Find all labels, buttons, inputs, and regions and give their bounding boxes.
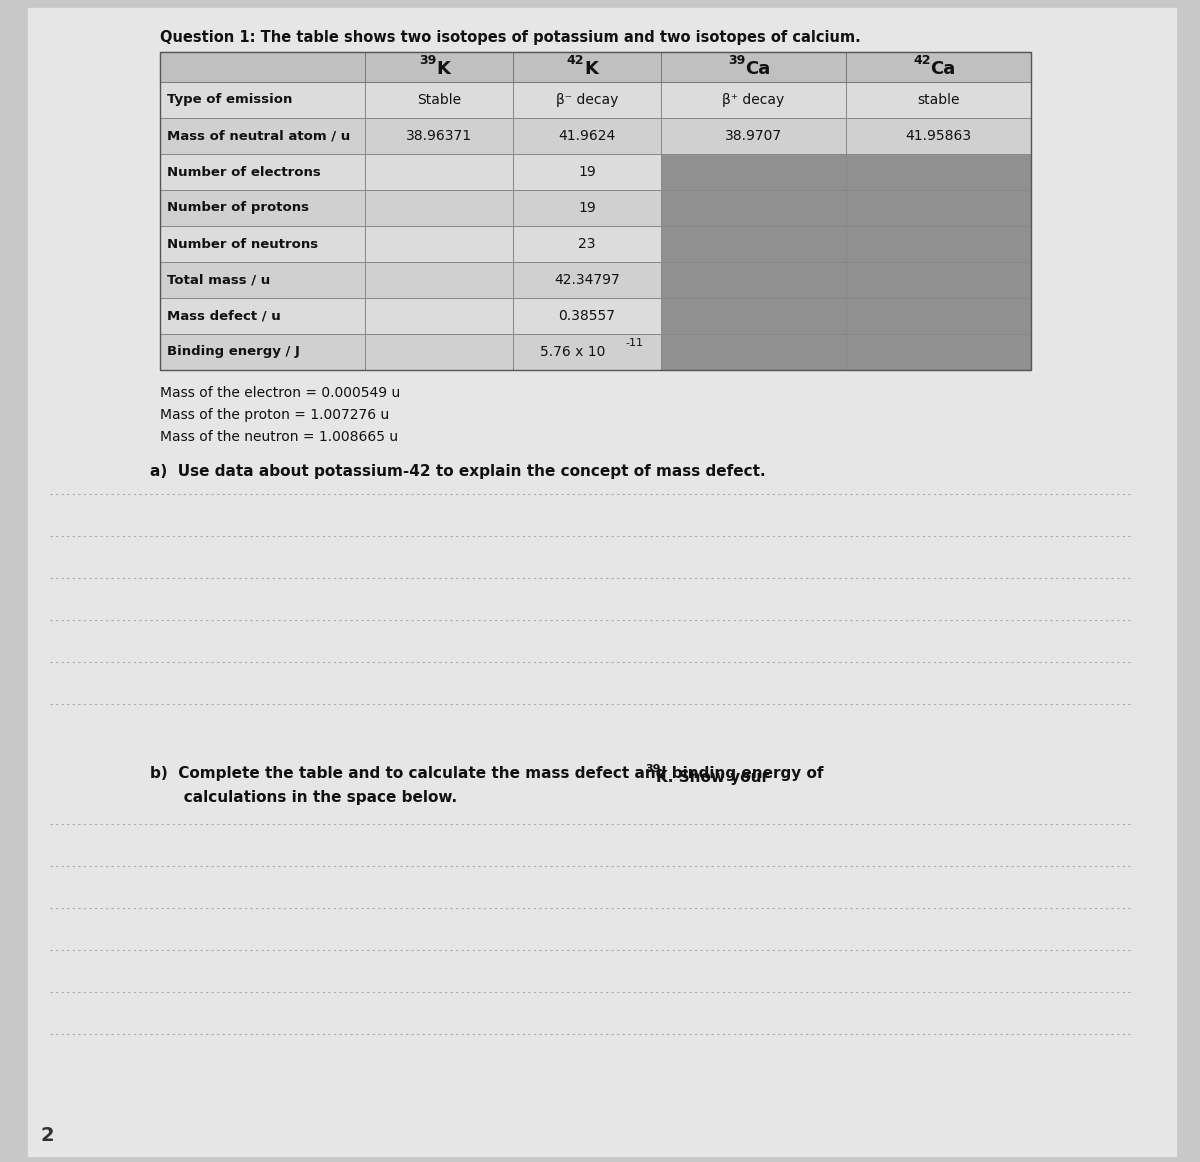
Bar (514, 191, 661, 225)
Bar (661, 297, 846, 333)
Bar (514, 297, 661, 333)
Text: β⁺ decay: β⁺ decay (722, 93, 785, 107)
Bar (160, 225, 365, 261)
Bar (365, 333, 514, 370)
Text: 42: 42 (566, 53, 584, 66)
Text: 19: 19 (578, 201, 596, 215)
Text: Mass of the proton = 1.007276 u: Mass of the proton = 1.007276 u (160, 408, 389, 422)
Text: 39: 39 (419, 53, 436, 66)
Text: 38.9707: 38.9707 (725, 129, 782, 143)
Bar (160, 83, 365, 119)
Bar (365, 52, 514, 83)
Text: Type of emission: Type of emission (167, 93, 293, 107)
Bar (160, 297, 365, 333)
Bar (846, 297, 1031, 333)
Bar (365, 261, 514, 297)
Text: 42.34797: 42.34797 (554, 273, 620, 287)
Bar (365, 155, 514, 191)
Bar (160, 52, 365, 83)
Text: Ca: Ca (930, 60, 955, 78)
Bar (365, 83, 514, 119)
Text: Ca: Ca (745, 60, 770, 78)
Text: b)  Complete the table and to calculate the mass defect and binding energy of: b) Complete the table and to calculate t… (150, 766, 829, 781)
Text: Mass of neutral atom / u: Mass of neutral atom / u (167, 129, 350, 143)
Bar (846, 191, 1031, 225)
Text: Question 1: The table shows two isotopes of potassium and two isotopes of calciu: Question 1: The table shows two isotopes… (160, 30, 860, 45)
Text: Number of protons: Number of protons (167, 201, 310, 215)
Text: K. Show your: K. Show your (656, 770, 769, 786)
Bar (514, 83, 661, 119)
Text: 41.9624: 41.9624 (558, 129, 616, 143)
Text: a)  Use data about potassium-42 to explain the concept of mass defect.: a) Use data about potassium-42 to explai… (150, 464, 766, 479)
Bar (846, 261, 1031, 297)
Bar (846, 333, 1031, 370)
Text: Mass of the neutron = 1.008665 u: Mass of the neutron = 1.008665 u (160, 430, 398, 444)
Text: stable: stable (917, 93, 960, 107)
Text: 2: 2 (40, 1126, 54, 1145)
Text: 42: 42 (913, 53, 930, 66)
Text: K: K (436, 60, 450, 78)
Text: 5.76 x 10: 5.76 x 10 (540, 345, 606, 359)
Bar (160, 52, 1031, 370)
Bar (514, 261, 661, 297)
Bar (514, 52, 661, 83)
Bar (846, 155, 1031, 191)
Text: β⁻ decay: β⁻ decay (556, 93, 618, 107)
Bar (514, 333, 661, 370)
Text: Mass defect / u: Mass defect / u (167, 309, 281, 323)
Bar (160, 52, 1031, 83)
Bar (160, 119, 365, 155)
Text: 23: 23 (578, 237, 595, 251)
Text: Total mass / u: Total mass / u (167, 273, 270, 287)
Bar (661, 191, 846, 225)
Text: calculations in the space below.: calculations in the space below. (168, 790, 457, 805)
Bar (661, 261, 846, 297)
Bar (514, 225, 661, 261)
Bar (846, 225, 1031, 261)
Bar (365, 297, 514, 333)
Bar (661, 83, 846, 119)
Bar (846, 83, 1031, 119)
Bar (365, 191, 514, 225)
Text: Binding energy / J: Binding energy / J (167, 345, 300, 359)
Bar (160, 155, 365, 191)
Text: 41.95863: 41.95863 (906, 129, 972, 143)
Bar (846, 52, 1031, 83)
Bar (661, 155, 846, 191)
Bar (661, 119, 846, 155)
Text: 39: 39 (728, 53, 745, 66)
Text: 38.96371: 38.96371 (406, 129, 472, 143)
Text: Stable: Stable (416, 93, 461, 107)
Bar (661, 333, 846, 370)
Text: 0.38557: 0.38557 (558, 309, 616, 323)
Bar (514, 155, 661, 191)
Text: Number of electrons: Number of electrons (167, 165, 320, 179)
Text: -11: -11 (625, 338, 643, 347)
Bar (365, 119, 514, 155)
Bar (661, 225, 846, 261)
Bar (661, 52, 846, 83)
Bar (160, 333, 365, 370)
Text: 19: 19 (578, 165, 596, 179)
Text: 39: 39 (646, 763, 661, 774)
Bar (160, 191, 365, 225)
Text: Mass of the electron = 0.000549 u: Mass of the electron = 0.000549 u (160, 386, 401, 400)
Bar (514, 119, 661, 155)
Bar (365, 225, 514, 261)
Text: Number of neutrons: Number of neutrons (167, 237, 318, 251)
Bar (846, 119, 1031, 155)
Text: K: K (584, 60, 598, 78)
Bar (160, 261, 365, 297)
